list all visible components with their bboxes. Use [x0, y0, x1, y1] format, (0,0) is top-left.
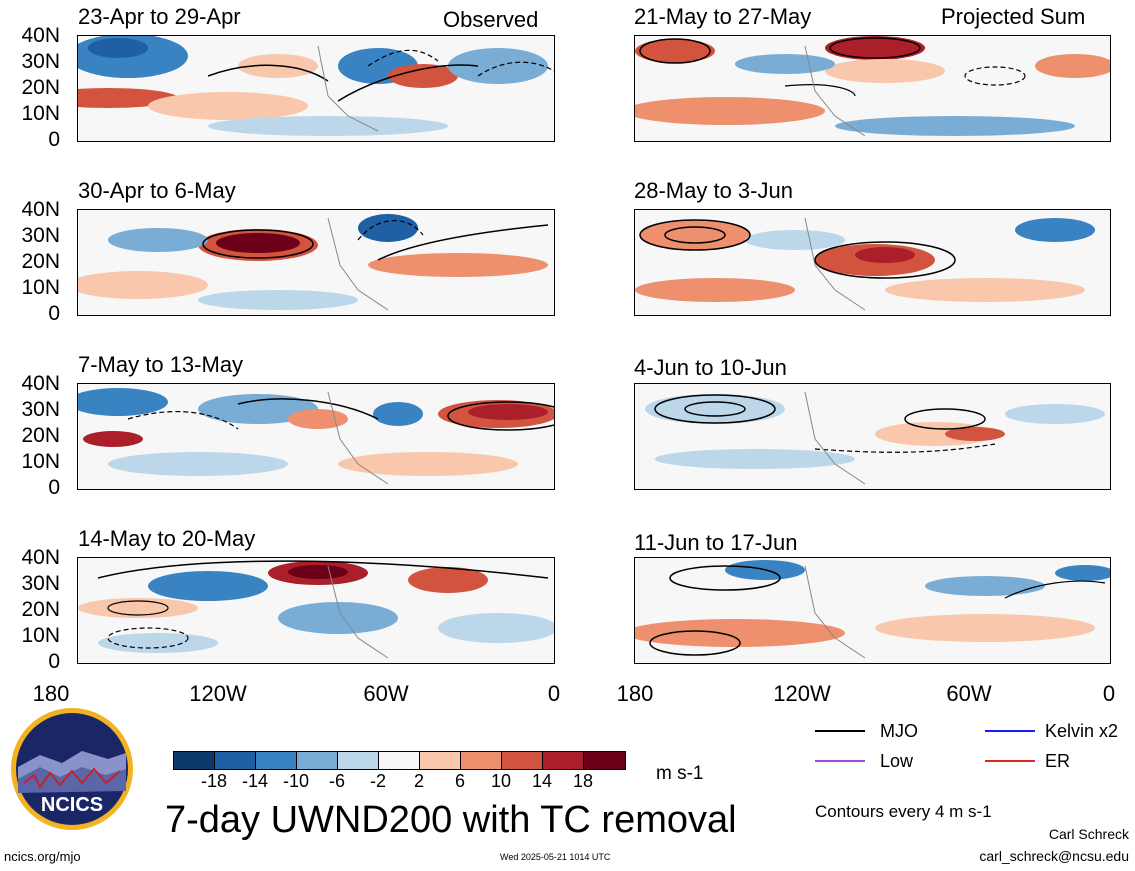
lat-label: 40N	[21, 546, 60, 569]
colorbar-cell	[583, 751, 626, 770]
legend-label: Low	[880, 751, 914, 771]
colorbar-cell	[378, 751, 420, 770]
colorbar-labels: -18 -14 -10 -6 -2 2 6 10 14 18	[173, 772, 633, 792]
colorbar-cell	[296, 751, 338, 770]
colorbar-cell	[460, 751, 502, 770]
panel-title: 23-Apr to 29-Apr	[78, 4, 241, 29]
legend-line-mjo	[815, 730, 865, 732]
lon-label: 120W	[773, 681, 831, 706]
legend-label: MJO	[880, 721, 918, 741]
lat-label: 30N	[21, 572, 60, 595]
colorbar-cell	[173, 751, 215, 770]
timestamp: Wed 2025-05-21 1014 UTC	[500, 852, 611, 862]
author: Carl Schreck	[1048, 826, 1129, 842]
map-panel	[77, 557, 555, 664]
panel-title: 4-Jun to 10-Jun	[634, 355, 787, 380]
lat-label: 0	[48, 128, 60, 151]
panel-title: 7-May to 13-May	[78, 352, 244, 377]
legend-line-kelvin	[985, 730, 1035, 732]
colorbar-cell	[501, 751, 543, 770]
colorbar-cell	[337, 751, 379, 770]
colorbar-label: -18	[200, 771, 227, 791]
author-email: carl_schreck@ncsu.edu	[979, 848, 1129, 864]
lon-label: 180	[32, 681, 70, 706]
lon-label: 60W	[363, 681, 409, 706]
lat-label: 0	[48, 650, 60, 673]
colorbar-label: -10	[282, 771, 309, 791]
main-title: 7-day UWND200 with TC removal	[165, 799, 737, 841]
colorbar-label: 14	[531, 771, 553, 791]
map-panel	[634, 209, 1111, 316]
colorbar-cell	[542, 751, 584, 770]
legend-label: ER	[1045, 751, 1071, 771]
colorbar	[173, 751, 626, 770]
colorbar-label: 18	[572, 771, 594, 791]
lat-label: 20N	[21, 250, 60, 273]
lat-label: 30N	[21, 398, 60, 421]
colorbar-label: -6	[328, 771, 345, 791]
colorbar-cell	[214, 751, 256, 770]
colorbar-cell	[419, 751, 461, 770]
legend-line-low	[815, 760, 865, 762]
panel-title: 21-May to 27-May	[634, 4, 812, 29]
map-panel	[634, 383, 1111, 490]
lat-label: 10N	[21, 102, 60, 125]
ncics-logo: NCICS	[10, 707, 134, 831]
panel-title: 30-Apr to 6-May	[78, 178, 236, 203]
panel-title: 14-May to 20-May	[78, 526, 256, 551]
logo-text: NCICS	[41, 794, 103, 816]
colorbar-label: 2	[413, 771, 424, 791]
colorbar-label: -2	[369, 771, 386, 791]
colorbar-label: -14	[241, 771, 268, 791]
contour-note: Contours every 4 m s-1	[815, 802, 992, 821]
colorbar-label: 10	[490, 771, 512, 791]
lat-label: 30N	[21, 224, 60, 247]
map-panel	[634, 557, 1111, 664]
colorbar-label: 6	[454, 771, 465, 791]
source-url: ncics.org/mjo	[4, 849, 81, 864]
lon-label: 60W	[946, 681, 992, 706]
colorbar-units: m s-1	[656, 763, 704, 784]
map-panel	[77, 209, 555, 316]
lat-label: 20N	[21, 76, 60, 99]
lat-label: 20N	[21, 598, 60, 621]
map-panel	[77, 383, 555, 490]
lon-label: 180	[616, 681, 654, 706]
lat-label: 40N	[21, 24, 60, 47]
lat-label: 10N	[21, 276, 60, 299]
observed-label: Observed	[443, 7, 539, 32]
legend-label: Kelvin x2	[1045, 721, 1119, 741]
lat-label: 20N	[21, 424, 60, 447]
colorbar-cell	[255, 751, 297, 770]
lat-label: 10N	[21, 624, 60, 647]
lon-label: 0	[547, 681, 561, 706]
legend-line-er	[985, 760, 1035, 762]
legend: MJO Kelvin x2 Low ER	[815, 719, 1135, 779]
lat-label: 10N	[21, 450, 60, 473]
lon-label: 120W	[189, 681, 247, 706]
lat-label: 40N	[21, 372, 60, 395]
lat-label: 0	[48, 302, 60, 325]
lat-label: 0	[48, 476, 60, 499]
map-panel	[77, 35, 555, 142]
map-panel	[634, 35, 1111, 142]
panel-title: 28-May to 3-Jun	[634, 178, 793, 203]
lat-label: 40N	[21, 198, 60, 221]
lat-label: 30N	[21, 50, 60, 73]
projected-label: Projected Sum	[941, 4, 1086, 29]
panel-title: 11-Jun to 17-Jun	[634, 530, 798, 555]
lon-label: 0	[1102, 681, 1116, 706]
